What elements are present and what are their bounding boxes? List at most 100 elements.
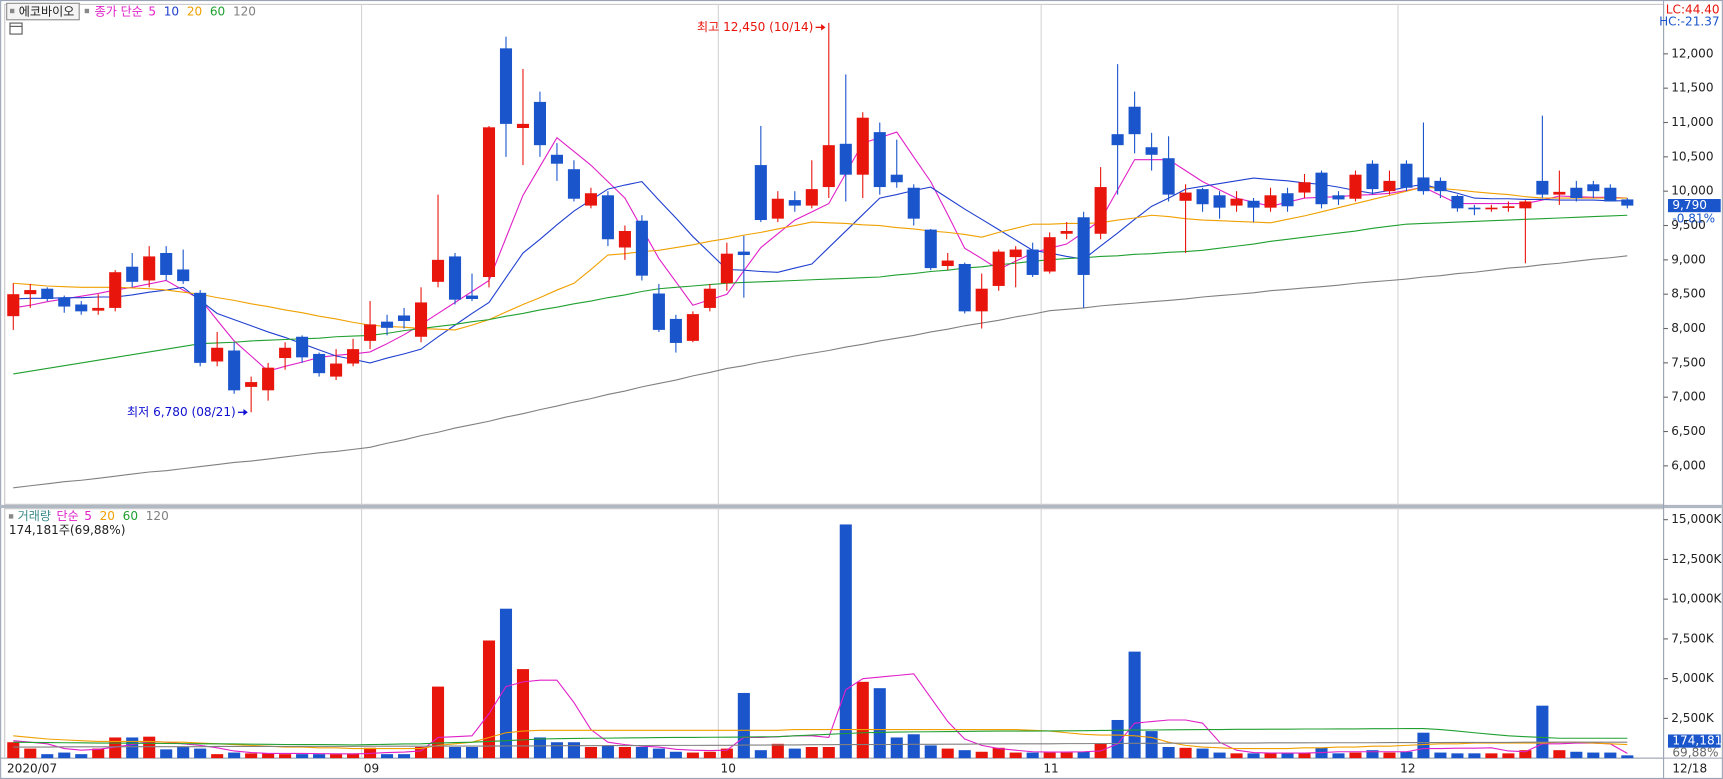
stock-name[interactable]: 에코바이오 bbox=[19, 5, 75, 19]
volume-bar bbox=[7, 742, 20, 759]
legend-item: 5 bbox=[148, 5, 156, 19]
y-tick-label: 6,500 bbox=[1671, 424, 1706, 438]
annotation-arrowhead bbox=[821, 24, 826, 31]
y-tick-label: 5,000K bbox=[1671, 671, 1715, 685]
legend-icon bbox=[8, 514, 14, 519]
candle-body bbox=[1621, 199, 1634, 206]
volume-bar bbox=[1230, 753, 1243, 759]
volume-bar bbox=[992, 747, 1005, 759]
candle-body bbox=[754, 165, 767, 221]
candle-body bbox=[211, 347, 224, 362]
candle-body bbox=[126, 266, 139, 282]
volume-bar bbox=[448, 746, 462, 759]
last-volume-label: 174,181 bbox=[1672, 734, 1722, 748]
volume-bar bbox=[414, 746, 428, 759]
volume-bar bbox=[1553, 750, 1566, 759]
volume-bar bbox=[703, 751, 716, 759]
candle-body bbox=[1366, 163, 1379, 190]
candle-body bbox=[330, 363, 343, 377]
candle-body bbox=[364, 324, 377, 341]
candle-body bbox=[381, 321, 394, 328]
x-tick-label: 2020/07 bbox=[7, 762, 57, 776]
candle-body bbox=[822, 145, 835, 188]
candle-body bbox=[856, 117, 869, 175]
candle-body bbox=[1196, 189, 1209, 205]
volume-bar bbox=[143, 736, 156, 759]
candle-body bbox=[601, 195, 614, 240]
y-tick-label: 7,500K bbox=[1671, 631, 1715, 645]
calendar-icon[interactable] bbox=[9, 22, 23, 35]
legend-item: 10 bbox=[164, 5, 179, 19]
x-tick-label: 11 bbox=[1043, 762, 1058, 776]
volume-bar bbox=[177, 746, 190, 759]
candle-body bbox=[890, 174, 903, 183]
candle-body bbox=[1604, 187, 1617, 202]
candle-body bbox=[109, 272, 122, 308]
legend-prefix: 종가 단순 bbox=[95, 5, 143, 19]
candle-body bbox=[1553, 191, 1566, 195]
volume-bar bbox=[1196, 748, 1209, 759]
legend-item: 5 bbox=[84, 509, 92, 523]
x-tick-label: 10 bbox=[721, 762, 736, 776]
candle-body bbox=[41, 288, 54, 299]
candle-body bbox=[448, 256, 462, 300]
volume-bar bbox=[1400, 751, 1413, 759]
volume-bar bbox=[941, 748, 954, 759]
candle-body bbox=[873, 132, 886, 188]
change-label: -0.81% bbox=[1672, 211, 1715, 225]
legend-item: 120 bbox=[233, 5, 256, 19]
candle-body bbox=[737, 251, 750, 256]
volume-bar bbox=[1621, 755, 1634, 759]
candle-body bbox=[1213, 195, 1226, 208]
volume-bar bbox=[1502, 753, 1515, 759]
volume-bar bbox=[1179, 747, 1192, 759]
lc-label: LC:44.40 bbox=[1666, 2, 1720, 16]
candle-body bbox=[347, 349, 360, 364]
y-tick-label: 7,500 bbox=[1671, 355, 1706, 369]
candle-body bbox=[1162, 158, 1175, 195]
volume-bar bbox=[567, 742, 580, 759]
candle-body bbox=[24, 290, 37, 295]
legend-item: 60 bbox=[123, 509, 138, 523]
volume-bar bbox=[1009, 752, 1022, 759]
volume-bar bbox=[262, 753, 275, 759]
y-tick-label: 8,500 bbox=[1671, 287, 1706, 301]
legend-item: 60 bbox=[210, 5, 225, 19]
candle-body bbox=[92, 307, 105, 311]
x-tick-label: 12 bbox=[1400, 762, 1415, 776]
volume-bar bbox=[1247, 753, 1260, 759]
volume-bar bbox=[1417, 732, 1430, 759]
y-tick-label: 15,000K bbox=[1671, 512, 1722, 526]
volume-bar bbox=[1145, 731, 1158, 759]
candle-body bbox=[160, 252, 173, 275]
candle-body bbox=[262, 367, 275, 391]
candle-body bbox=[975, 288, 988, 312]
y-tick-label: 10,000 bbox=[1671, 184, 1713, 198]
candle-body bbox=[1060, 231, 1073, 234]
volume-bar bbox=[330, 754, 343, 759]
annotation-text: 최저 6,780 (08/21) bbox=[127, 405, 236, 419]
volume-bar bbox=[347, 753, 360, 759]
candle-body bbox=[482, 127, 496, 278]
moving-average-line bbox=[13, 186, 1628, 331]
x-last-date: 12/18 bbox=[1672, 762, 1707, 776]
candle-body bbox=[1502, 206, 1515, 208]
y-tick-label: 11,000 bbox=[1671, 115, 1713, 129]
stock-name-box[interactable] bbox=[6, 2, 80, 21]
volume-bar bbox=[160, 749, 173, 759]
volume-bar bbox=[975, 751, 988, 759]
volume-bar bbox=[890, 737, 903, 759]
last-volume-marker bbox=[1667, 734, 1721, 748]
volume-bar bbox=[431, 686, 445, 759]
volume-bar bbox=[1213, 752, 1226, 759]
volume-bar bbox=[1383, 752, 1396, 759]
y-tick-label: 9,500 bbox=[1671, 218, 1706, 232]
candle-body bbox=[1230, 198, 1243, 206]
volume-info: 174,181주(69,88%) bbox=[9, 523, 126, 537]
candle-body bbox=[720, 253, 733, 284]
volume-bar bbox=[788, 748, 801, 759]
volume-ratio-label: 69,88% bbox=[1672, 746, 1718, 760]
candle-body bbox=[1434, 180, 1447, 192]
y-tick-label: 9,000 bbox=[1671, 252, 1706, 266]
y-tick-label: 10,000K bbox=[1671, 592, 1722, 606]
